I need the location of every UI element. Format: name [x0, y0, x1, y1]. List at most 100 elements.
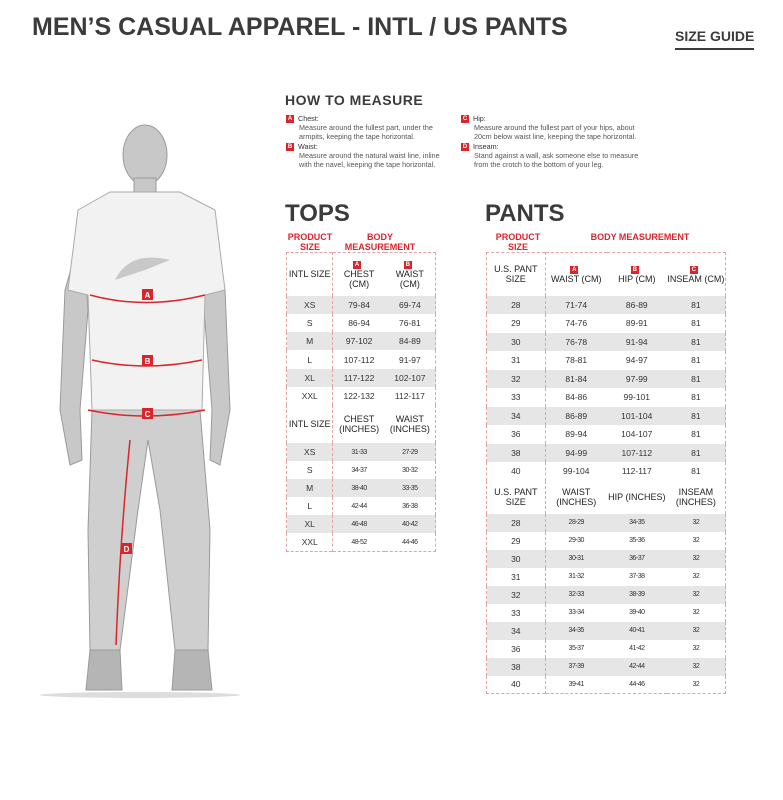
head [122, 124, 168, 186]
table-cell: 32 [692, 537, 700, 544]
table-cell: 40-41 [606, 621, 667, 640]
table-row: 33 84-86 99-101 81 [486, 388, 726, 407]
table-row: XL 117-122 102-107 [286, 368, 436, 387]
table-cell: 34 [486, 621, 546, 640]
table-cell: 39-41 [568, 680, 585, 688]
table-cell: 81 [666, 332, 726, 351]
table-cell: XL [286, 368, 334, 387]
table-cell: S [286, 461, 334, 480]
table-cell: 28-29 [545, 513, 607, 532]
table-cell: 42-44 [606, 657, 667, 676]
table-cell: 89-91 [625, 318, 648, 329]
table-cell: 84-86 [565, 392, 588, 403]
instructions-left-column: A Chest: Measure around the fullest part, … [286, 114, 451, 169]
table-row: S 86-94 76-81 [286, 313, 436, 333]
table-cell: 30 [486, 549, 546, 568]
table-cell: 34-35 [606, 513, 667, 532]
table-cell: 38 [486, 657, 546, 676]
table-cell: 81 [666, 369, 726, 388]
table-cell: 31 [486, 567, 546, 586]
pants-product-size-heading: PRODUCT SIZE [495, 232, 541, 252]
table-cell: 99-104 [563, 466, 590, 477]
table-cell: 122-132 [343, 391, 375, 402]
page-title: MEN’S CASUAL APPAREL - INTL / US PANTS [32, 13, 568, 41]
inches-header-row: INTL SIZE CHEST (INCHES) WAIST (INCHES) [286, 405, 436, 444]
table-cell: 34 [486, 406, 546, 425]
table-cell: 81 [666, 295, 726, 314]
table-cell: 35-37 [568, 645, 585, 652]
pants [87, 409, 211, 651]
instruction-waist: B Waist: Measure around the natural waist … [286, 142, 440, 170]
label-c: C [145, 410, 151, 419]
table-cell: M [286, 332, 334, 351]
table-row: 36 89-94 104-107 81 [486, 425, 726, 444]
table-cell: 30-32 [402, 466, 418, 474]
table-cell: 31 [486, 351, 546, 370]
table-cell: 32 [666, 657, 726, 676]
tops-table: INTL SIZE A CHEST (CM) B WAIST (CM) XS 79-84 69… [286, 252, 436, 552]
measure-letter-badge: A [353, 260, 362, 269]
table-cell: 97-102 [332, 332, 385, 351]
column-header: INTL SIZE [286, 252, 334, 296]
table-cell: 94-97 [625, 355, 648, 366]
table-cell: 79-84 [332, 295, 385, 314]
table-cell: 102-107 [384, 368, 436, 387]
table-cell: 29-30 [568, 537, 585, 544]
table-cell: XXL [286, 533, 334, 552]
floor-shadow [40, 692, 240, 698]
label-a: A [145, 291, 151, 300]
table-cell: 30 [486, 332, 546, 351]
model-figure: A B C D [40, 124, 240, 698]
table-cell: XXL [286, 386, 334, 406]
inches-header-row: U.S. PANT SIZE WAIST (INCHES) HIP (INCHES)… [486, 480, 726, 514]
table-row: 31 31-32 37-38 32 [486, 567, 726, 586]
table-cell: L [286, 350, 334, 369]
table-cell: 91-94 [606, 332, 667, 351]
pants-title: PANTS [485, 200, 565, 227]
table-row: 29 74-76 89-91 81 [486, 314, 726, 333]
table-cell: 27-29 [384, 443, 436, 462]
table-row: M 97-102 84-89 [286, 332, 436, 351]
table-row: 32 81-84 97-99 81 [486, 369, 726, 388]
table-cell: 81 [691, 355, 701, 366]
table-cell: XS [286, 295, 334, 314]
table-cell: 104-107 [621, 429, 653, 440]
table-row: 33 33-34 39-40 32 [486, 603, 726, 622]
table-cell: 44-46 [402, 538, 418, 546]
table-cell: 32 [692, 609, 700, 616]
table-row: L 42-44 36-38 [286, 497, 436, 516]
label-d: D [124, 545, 130, 554]
table-cell: 41-42 [629, 645, 645, 652]
table-cell: 81 [691, 429, 701, 440]
table-cell: 28 [486, 513, 546, 532]
table-cell: 29 [486, 314, 546, 333]
table-cell: 94-99 [545, 443, 607, 462]
table-row: S 34-37 30-32 [286, 461, 436, 480]
table-cell: 38-39 [606, 585, 667, 604]
measure-letter-badge: C [689, 265, 698, 274]
table-row: XS 79-84 69-74 [286, 295, 436, 314]
table-cell: 32 [666, 549, 726, 568]
logo [115, 257, 170, 280]
table-row: XS 31-33 27-29 [286, 443, 436, 462]
column-header: B WAIST (CM) [395, 260, 424, 290]
table-cell: 81 [691, 318, 701, 329]
tops-product-size-heading: PRODUCT SIZE [287, 232, 333, 252]
table-row: 28 28-29 34-35 32 [486, 513, 726, 532]
table-cell: L [286, 497, 334, 516]
table-row: 30 76-78 91-94 81 [486, 332, 726, 351]
table-cell: 81-84 [545, 369, 607, 388]
column-header: B HIP (CM) [618, 265, 656, 285]
table-cell: 78-81 [565, 355, 588, 366]
table-cell: XS [286, 443, 334, 462]
column-header: U.S. PANT SIZE [486, 252, 546, 296]
column-header: WAIST (INCHES) [556, 487, 597, 507]
table-cell: 33 [486, 388, 546, 407]
table-row: 32 32-33 38-39 32 [486, 585, 726, 604]
table-cell: 69-74 [384, 295, 436, 314]
pants-table: U.S. PANT SIZE A WAIST (CM) B HIP (CM) C INSEA… [486, 252, 726, 694]
table-cell: 33-34 [568, 609, 585, 616]
table-row: 28 71-74 86-89 81 [486, 295, 726, 314]
table-cell: 32 [666, 585, 726, 604]
table-cell: 31-32 [568, 573, 585, 580]
